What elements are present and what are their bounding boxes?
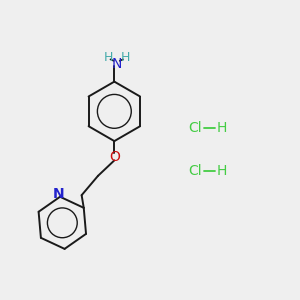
Text: N: N [53,188,64,201]
Text: O: O [109,149,120,164]
Text: H: H [217,121,227,135]
Text: H: H [120,51,130,64]
Text: Cl: Cl [189,164,202,178]
Text: N: N [112,57,122,71]
Text: H: H [104,51,113,64]
Text: Cl: Cl [189,121,202,135]
Text: H: H [217,164,227,178]
